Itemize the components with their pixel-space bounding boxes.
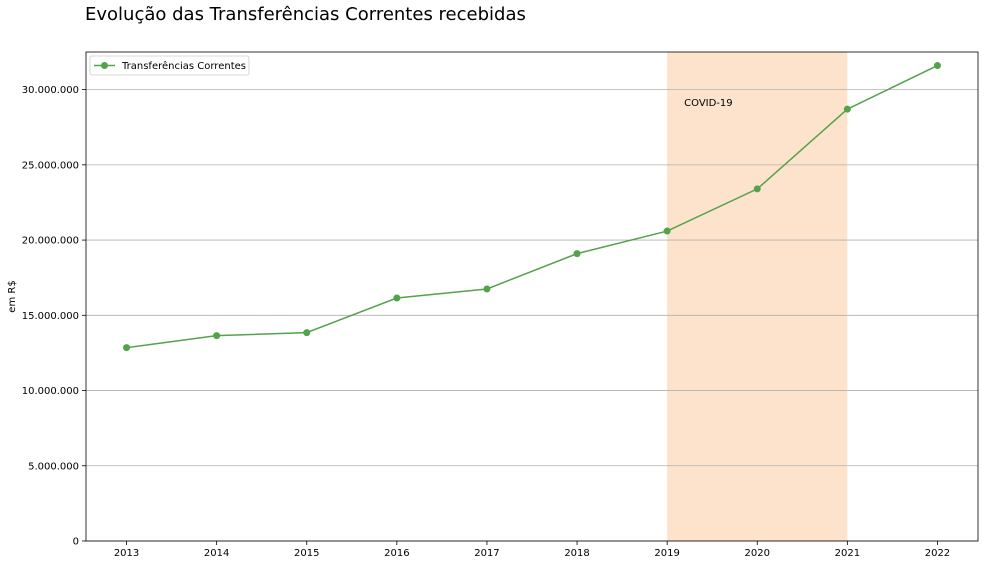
covid-annotation: COVID-19	[684, 98, 733, 109]
data-point	[933, 62, 941, 70]
series-line	[126, 64, 938, 349]
x-tick-label: 2018	[564, 548, 589, 559]
data-point	[483, 285, 491, 293]
covid-shaded-region-layer	[667, 52, 848, 541]
data-point	[843, 105, 851, 113]
data-point	[123, 344, 131, 352]
x-tick-label: 2021	[835, 548, 860, 559]
data-point	[663, 227, 671, 235]
legend-box	[89, 55, 250, 76]
legend: Transferências Correntes	[89, 55, 250, 76]
legend-marker	[101, 62, 108, 69]
plot-frame	[85, 51, 979, 542]
labels: COVID-19 0 5.000.000 10.000.000 15.000.000 20…	[7, 85, 950, 559]
y-tick-label: 15.000.000	[22, 311, 79, 322]
y-tick-label: 25.000.000	[22, 160, 79, 171]
x-tick-label: 2014	[204, 548, 229, 559]
y-tick-label: 0	[73, 537, 79, 548]
series-layer	[123, 62, 941, 352]
y-tick-label: 5.000.000	[28, 461, 79, 472]
x-tick-label: 2016	[384, 548, 409, 559]
data-point	[753, 185, 761, 193]
x-tick-label: 2017	[474, 548, 499, 559]
x-tick-label: 2020	[745, 548, 770, 559]
y-tick-label: 10.000.000	[22, 386, 79, 397]
y-tick-label: 30.000.000	[22, 85, 79, 96]
x-tick-label: 2019	[654, 548, 679, 559]
data-point	[303, 329, 311, 337]
y-axis-label: em R$	[7, 280, 18, 312]
x-tick-label: 2015	[294, 548, 319, 559]
data-point	[213, 332, 221, 340]
chart-title: Evolução das Transferências Correntes re…	[85, 4, 526, 25]
x-tick-label: 2022	[925, 548, 950, 559]
x-tick-label: 2013	[114, 548, 139, 559]
axes	[82, 51, 979, 545]
data-point	[573, 250, 581, 258]
data-point	[393, 294, 401, 302]
y-tick-label: 20.000.000	[22, 236, 79, 247]
legend-label: Transferências Correntes	[121, 60, 246, 72]
covid-shaded-region	[667, 52, 848, 541]
